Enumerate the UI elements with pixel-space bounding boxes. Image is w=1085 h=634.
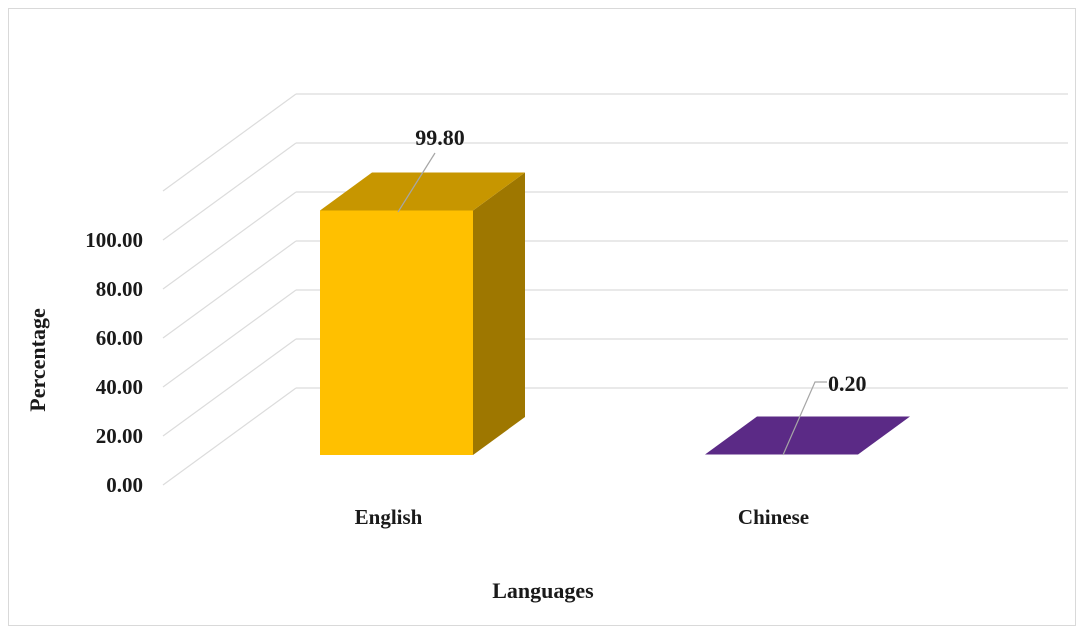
data-label-leader bbox=[782, 381, 827, 456]
bar-chinese-top bbox=[705, 416, 910, 455]
bar-english-side bbox=[473, 172, 525, 456]
gridline-side bbox=[162, 387, 297, 486]
labels: 0.00 20.00 40.00 60.00 80.00 100.00 English 99.… bbox=[85, 125, 866, 529]
y-tick-label: 100.00 bbox=[85, 228, 143, 252]
gridline-side bbox=[162, 142, 297, 241]
gridline-side bbox=[162, 240, 297, 339]
x-tick-label: Chinese bbox=[738, 505, 809, 529]
gridline-side bbox=[162, 338, 297, 437]
data-label-leader bbox=[397, 152, 436, 213]
bar-english-top bbox=[320, 172, 525, 211]
y-tick-label: 40.00 bbox=[96, 375, 143, 399]
y-tick-label: 60.00 bbox=[96, 326, 143, 350]
y-tick-label: 0.00 bbox=[106, 473, 143, 497]
bar-english-front bbox=[320, 210, 473, 455]
gridline-side bbox=[162, 289, 297, 388]
y-tick-label: 20.00 bbox=[96, 424, 143, 448]
data-label: 0.20 bbox=[828, 371, 867, 396]
y-axis-title: Percentage bbox=[25, 308, 50, 412]
y-tick-label: 80.00 bbox=[96, 277, 143, 301]
bars bbox=[320, 172, 910, 456]
gridline-side bbox=[162, 191, 297, 290]
data-label: 99.80 bbox=[415, 125, 465, 150]
gridline-side bbox=[162, 93, 297, 192]
x-axis-title: Languages bbox=[492, 578, 594, 603]
chart-frame bbox=[8, 8, 1076, 626]
gridlines bbox=[162, 93, 1068, 486]
x-tick-label: English bbox=[355, 505, 423, 529]
